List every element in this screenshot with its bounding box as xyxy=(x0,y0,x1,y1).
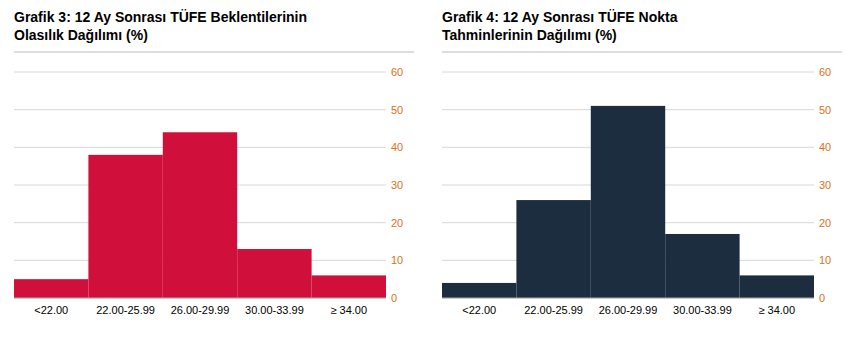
x-tick-label: 30.00-33.99 xyxy=(673,304,732,316)
chart-svg: Grafik 3: 12 Ay Sonrası TÜFE Beklentiler… xyxy=(0,0,856,338)
bars xyxy=(442,106,814,298)
x-axis-line xyxy=(442,298,814,299)
bar xyxy=(237,249,311,298)
x-tick-label: 22.00-25.99 xyxy=(524,304,583,316)
x-tick-label: <22.00 xyxy=(462,304,496,316)
grid-line xyxy=(14,109,386,110)
x-tick-label: 30.00-33.99 xyxy=(245,304,304,316)
y-tick-label: 10 xyxy=(819,254,831,266)
x-tick-label: ≥ 34.00 xyxy=(330,304,367,316)
y-tick-label: 50 xyxy=(819,104,831,116)
y-tick-label: 60 xyxy=(819,66,831,78)
bar xyxy=(14,279,88,298)
bar xyxy=(665,234,739,298)
x-tick-label: 22.00-25.99 xyxy=(96,304,155,316)
panel: Grafik 3: 12 Ay Sonrası TÜFE Beklentiler… xyxy=(14,9,414,316)
bar xyxy=(312,275,386,298)
y-tick-label: 0 xyxy=(819,292,825,304)
y-tick-label: 20 xyxy=(819,217,831,229)
y-tick-label: 10 xyxy=(391,254,403,266)
y-tick-label: 50 xyxy=(391,104,403,116)
bar xyxy=(740,275,814,298)
x-axis-line xyxy=(14,298,386,299)
panel: Grafik 4: 12 Ay Sonrası TÜFE Nokta Tahmin… xyxy=(442,9,842,316)
chart-root: Grafik 3: 12 Ay Sonrası TÜFE Beklentiler… xyxy=(0,0,856,338)
x-tick-label: ≥ 34.00 xyxy=(758,304,795,316)
y-tick-label: 30 xyxy=(391,179,403,191)
subtitle: Olasılık Dağılımı (%) xyxy=(14,27,148,43)
x-tick-label: 26.00-29.99 xyxy=(171,304,230,316)
grid-line xyxy=(442,72,814,73)
title-underline xyxy=(14,52,414,53)
bars xyxy=(14,132,386,298)
grid-line xyxy=(442,298,814,299)
subtitle: Tahminlerinin Dağılımı (%) xyxy=(442,27,617,43)
bar xyxy=(591,106,665,298)
grid-line xyxy=(14,72,386,73)
y-tick-label: 40 xyxy=(391,141,403,153)
y-tick-label: 60 xyxy=(391,66,403,78)
bar xyxy=(442,283,516,298)
bar xyxy=(516,200,590,298)
grid-line xyxy=(14,298,386,299)
y-tick-label: 20 xyxy=(391,217,403,229)
title-underline xyxy=(442,52,842,53)
y-tick-label: 30 xyxy=(819,179,831,191)
title: Grafik 3: 12 Ay Sonrası TÜFE Beklentiler… xyxy=(14,9,307,25)
bar xyxy=(88,155,162,298)
bar xyxy=(163,132,237,298)
x-tick-label: 26.00-29.99 xyxy=(599,304,658,316)
title: Grafik 4: 12 Ay Sonrası TÜFE Nokta xyxy=(442,9,678,25)
x-tick-label: <22.00 xyxy=(34,304,68,316)
y-tick-label: 40 xyxy=(819,141,831,153)
y-tick-label: 0 xyxy=(391,292,397,304)
